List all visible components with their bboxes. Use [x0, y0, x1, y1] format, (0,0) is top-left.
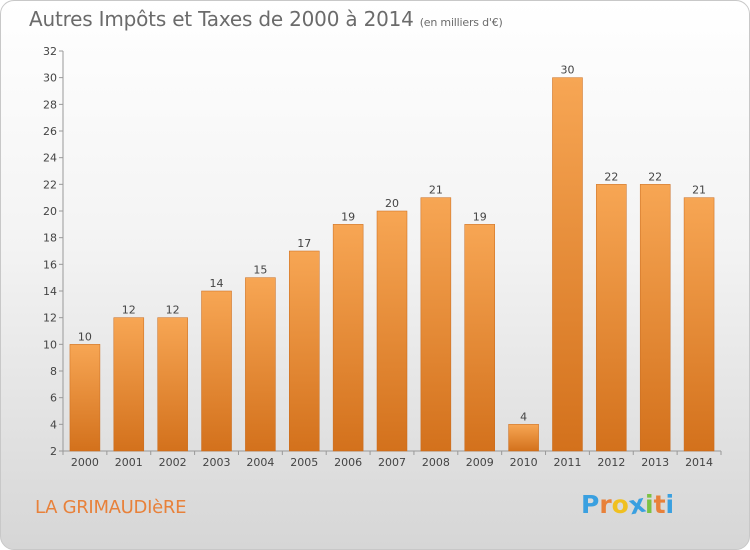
y-tick-label: 18: [43, 232, 57, 245]
y-tick-label: 28: [43, 98, 57, 111]
chart-subtitle: (en milliers d'€): [419, 16, 503, 29]
x-tick-label-2009: 2009: [466, 456, 494, 469]
y-tick-label: 12: [43, 312, 57, 325]
y-tick-label: 22: [43, 178, 57, 191]
logo-letter: P: [581, 490, 600, 519]
logo-letter: r: [599, 490, 612, 519]
x-tick-label-2014: 2014: [685, 456, 713, 469]
bar-2008: [420, 197, 452, 452]
value-label-2001: 12: [122, 304, 136, 317]
bar-2011: [552, 77, 583, 452]
x-tick-label-2005: 2005: [290, 456, 318, 469]
x-tick-label-2001: 2001: [115, 456, 143, 469]
x-tick-label-2002: 2002: [159, 456, 187, 469]
y-tick-label: 14: [43, 285, 57, 298]
x-tick-label-2007: 2007: [378, 456, 406, 469]
y-tick-label: 24: [43, 152, 57, 165]
bar-2010: [508, 424, 539, 452]
x-tick-label-2000: 2000: [71, 456, 99, 469]
y-tick-label: 8: [50, 365, 57, 378]
x-tick-label-2013: 2013: [641, 456, 669, 469]
logo-letter: i: [645, 490, 654, 519]
bar-2012: [596, 184, 627, 452]
value-label-2014: 21: [692, 184, 706, 197]
x-tick-label-2008: 2008: [422, 456, 450, 469]
bar-2009: [464, 224, 495, 452]
y-tick-label: 10: [43, 338, 57, 351]
y-tick-label: 6: [50, 392, 57, 405]
value-label-2008: 21: [429, 184, 443, 197]
x-tick-label-2011: 2011: [553, 456, 581, 469]
value-label-2002: 12: [166, 304, 180, 317]
y-tick-label: 16: [43, 258, 57, 271]
value-label-2007: 20: [385, 197, 399, 210]
y-tick-label: 4: [50, 418, 57, 431]
y-tick-label: 32: [43, 45, 57, 58]
bar-2000: [69, 344, 101, 452]
y-tick-label: 2: [50, 445, 57, 458]
bar-2002: [157, 317, 188, 452]
y-tick-label: 30: [43, 72, 57, 85]
logo-letter: o: [611, 490, 629, 519]
bar-2006: [332, 224, 364, 452]
y-tick-label: 26: [43, 125, 57, 138]
bar-2004: [245, 277, 276, 452]
x-tick-label-2003: 2003: [203, 456, 231, 469]
bar-2013: [639, 184, 671, 452]
logo-letter: t: [653, 490, 666, 519]
bar-2014: [683, 197, 715, 452]
bar-2001: [113, 317, 145, 452]
value-label-2000: 10: [78, 330, 92, 343]
value-label-2005: 17: [297, 237, 311, 250]
x-tick-label-2004: 2004: [246, 456, 274, 469]
x-tick-label-2010: 2010: [510, 456, 538, 469]
value-label-2010: 4: [520, 410, 527, 423]
bar-2005: [289, 250, 320, 452]
bar-2003: [201, 290, 232, 452]
value-label-2003: 14: [210, 277, 224, 290]
value-label-2009: 19: [473, 210, 487, 223]
value-label-2011: 30: [560, 64, 574, 77]
logo-letter: i: [665, 490, 675, 519]
value-label-2012: 22: [604, 170, 618, 183]
value-label-2006: 19: [341, 210, 355, 223]
y-tick-label: 20: [43, 205, 57, 218]
chart-title: Autres Impôts et Taxes de 2000 à 2014 (en…: [29, 7, 503, 31]
x-tick-label-2006: 2006: [334, 456, 362, 469]
value-label-2013: 22: [648, 170, 662, 183]
bar-2007: [376, 210, 408, 452]
x-tick-label-2012: 2012: [597, 456, 625, 469]
commune-name: LA GRIMAUDIèRE: [35, 497, 187, 518]
proxiti-logo: Proxiti: [581, 489, 675, 521]
chart-title-text: Autres Impôts et Taxes de 2000 à 2014: [29, 7, 414, 31]
value-label-2004: 15: [253, 264, 267, 277]
